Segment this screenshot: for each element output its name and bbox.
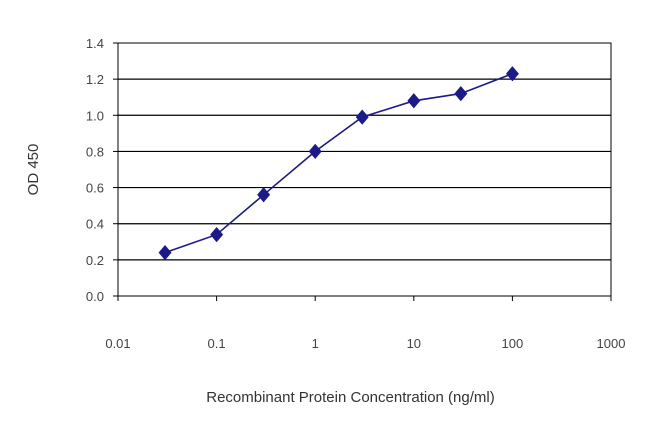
x-tick-label: 1 [312, 336, 319, 351]
x-tick-label: 1000 [597, 336, 626, 351]
y-axis-ticks: 0.0 0.2 0.4 0.6 0.8 1.0 1.2 1.4 [86, 36, 118, 304]
x-tick-label: 0.01 [105, 336, 130, 351]
series-line [164, 72, 513, 254]
y-tick-label: 0.4 [86, 217, 104, 232]
series-layer [158, 66, 519, 261]
y-tick-label: 0.2 [86, 253, 104, 268]
data-point [505, 66, 519, 82]
y-tick-label: 0.6 [86, 181, 104, 196]
plot-area [117, 42, 612, 297]
data-point [308, 143, 322, 160]
grid-lines [118, 78, 611, 261]
data-point [407, 93, 421, 109]
y-axis-label: OD 450 [25, 144, 42, 196]
y-tick-label: 0.0 [86, 289, 104, 304]
x-axis-label: Recombinant Protein Concentration (ng/ml… [206, 389, 494, 406]
x-axis-ticks: 0.01 0.1 1 10 100 1000 [105, 296, 625, 351]
data-point [454, 85, 468, 102]
x-tick-label: 10 [407, 336, 421, 351]
x-tick-label: 100 [502, 336, 524, 351]
y-tick-label: 1.2 [86, 72, 104, 87]
y-tick-label: 0.8 [86, 144, 104, 159]
y-tick-label: 1.0 [86, 108, 104, 123]
data-point [355, 109, 369, 125]
data-point [210, 226, 224, 243]
y-tick-label: 1.4 [86, 36, 104, 51]
data-point [257, 187, 271, 203]
x-tick-label: 0.1 [208, 336, 226, 351]
data-point [158, 244, 172, 261]
